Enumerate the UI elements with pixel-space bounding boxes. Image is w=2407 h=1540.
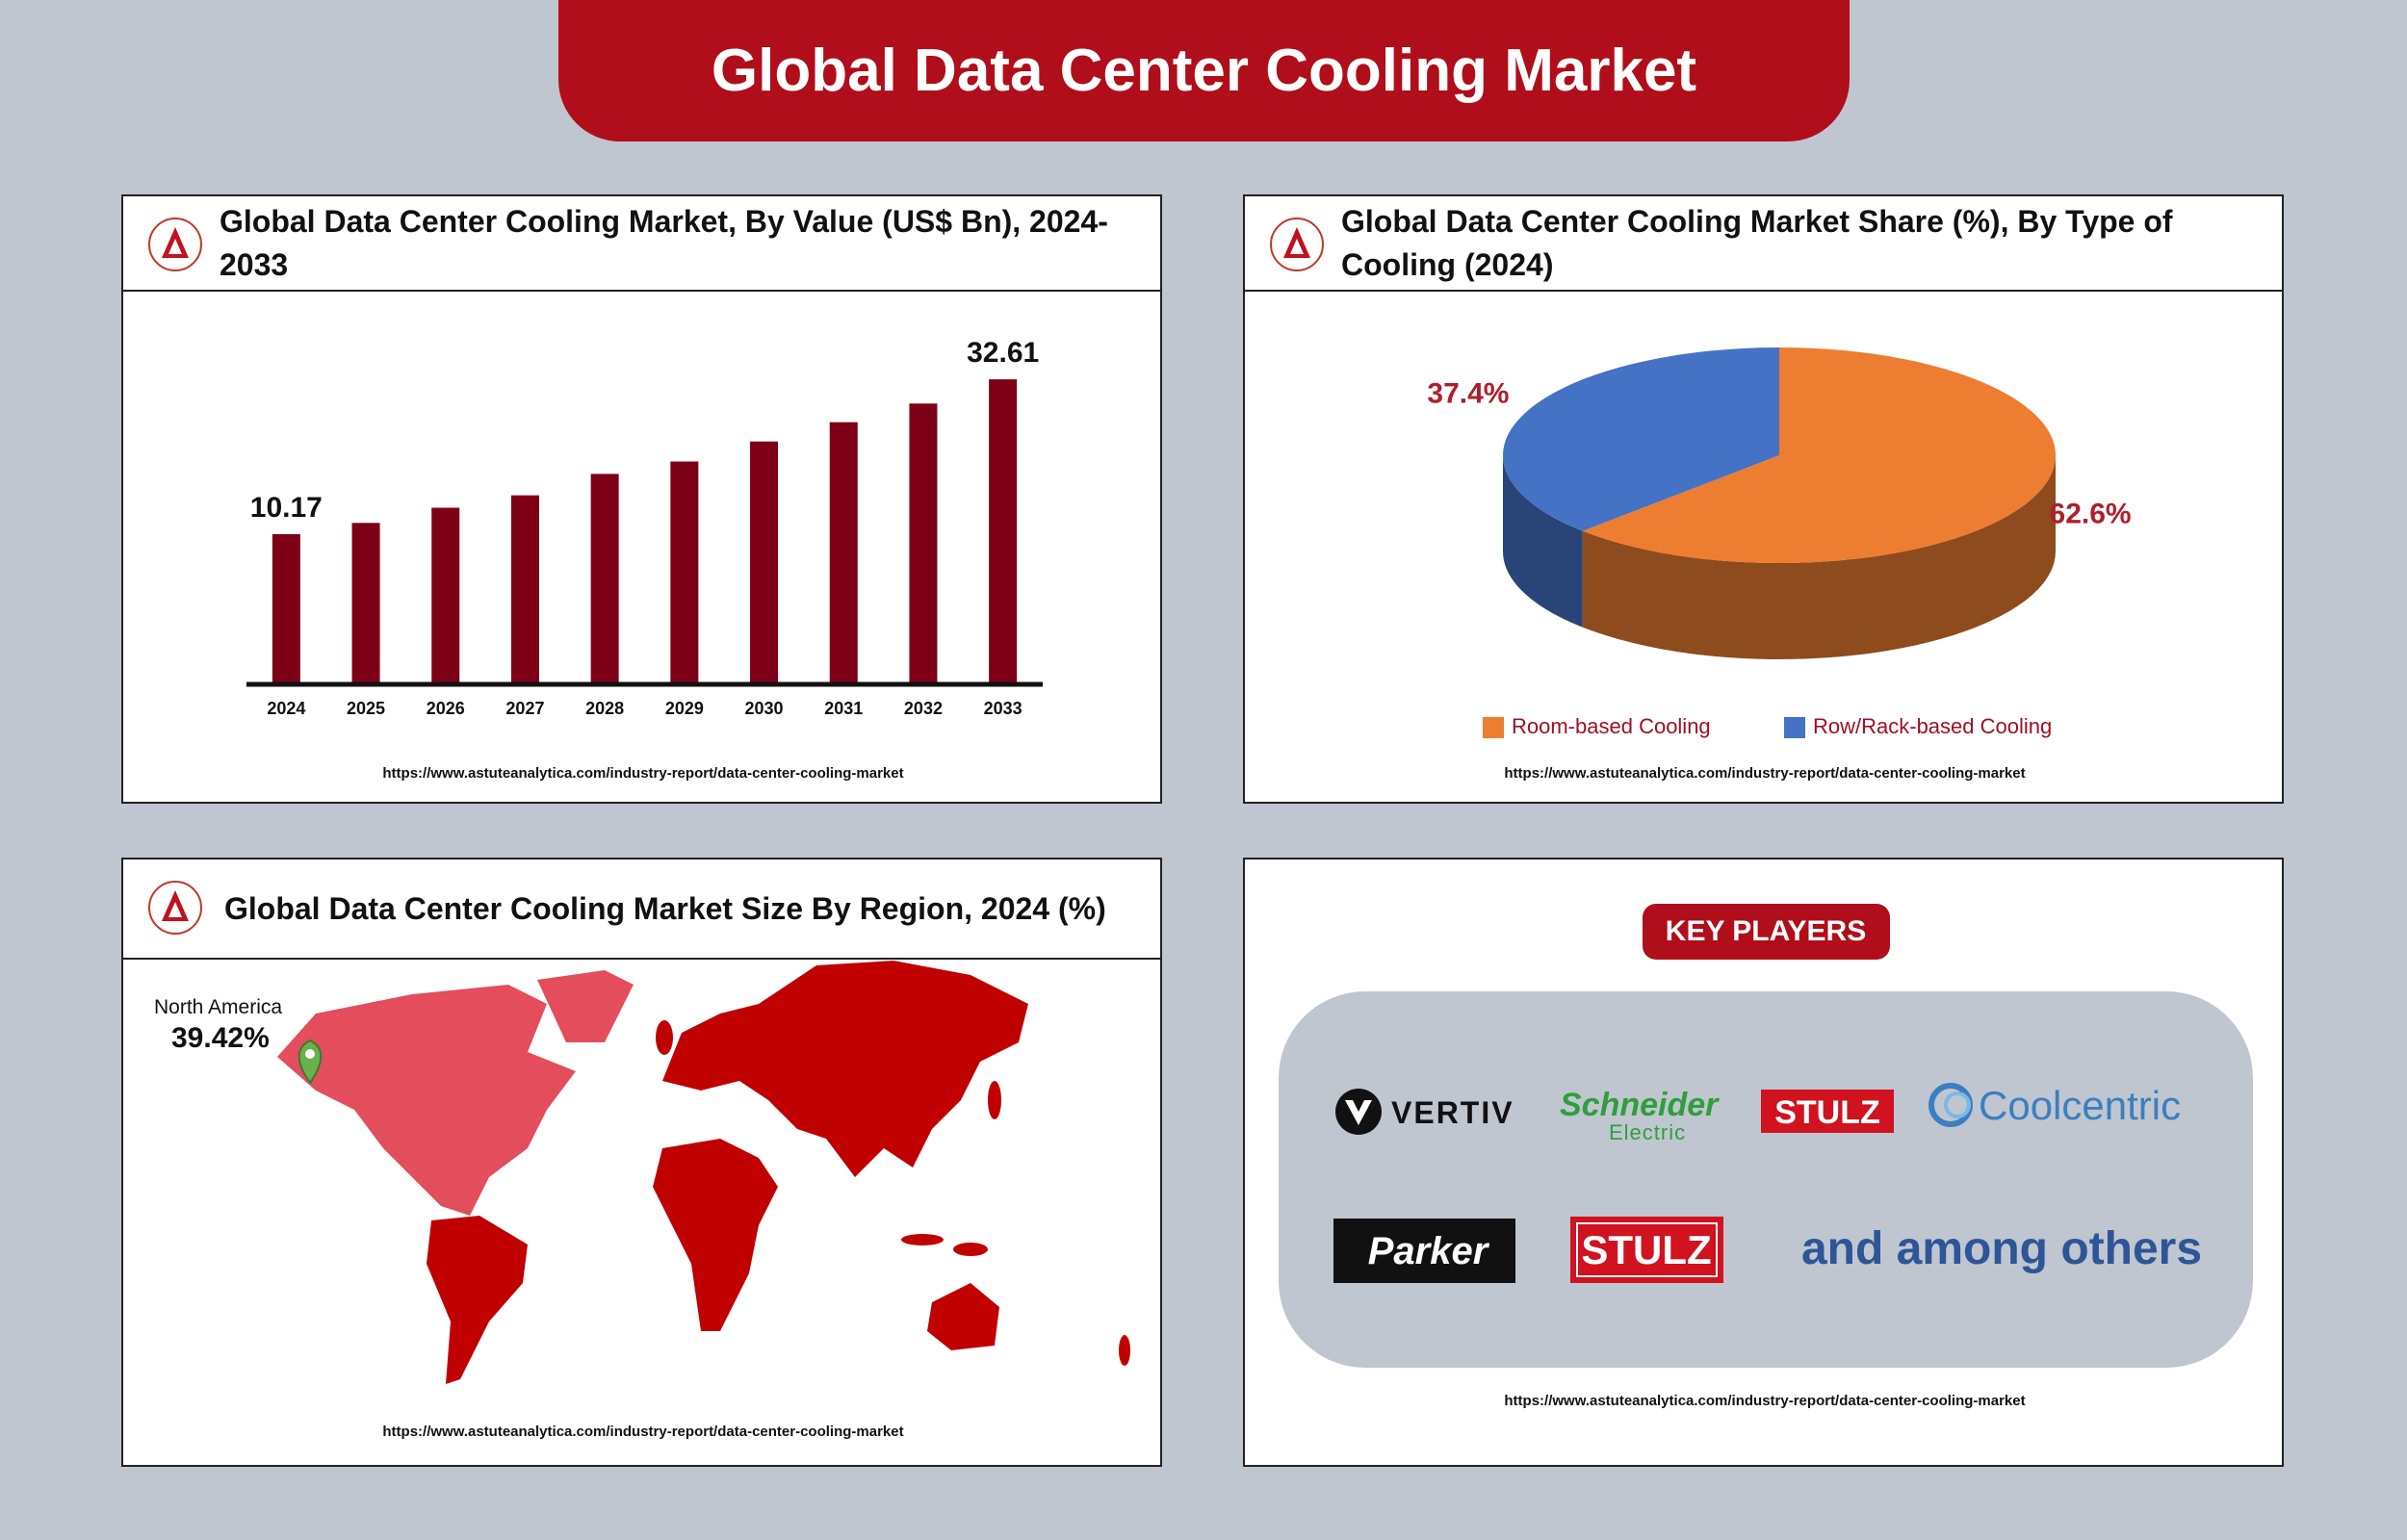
bar xyxy=(670,461,699,684)
x-tick-label: 2024 xyxy=(267,699,305,718)
bar-panel: https://www.astuteanalytica.com/industry… xyxy=(121,194,1162,804)
bar xyxy=(750,441,779,684)
x-tick-label: 2027 xyxy=(505,699,544,718)
greenland xyxy=(537,970,634,1042)
island xyxy=(656,1020,673,1055)
source-url: https://www.astuteanalytica.com/industry… xyxy=(1504,765,2025,782)
company-logo: STULZ xyxy=(1774,1094,1880,1131)
legend-swatch xyxy=(1483,717,1504,738)
company-logo-subtitle: Electric xyxy=(1609,1120,1686,1144)
region-share: 39.42% xyxy=(171,1022,270,1054)
world-map: North America 39.42% https://www.astutea… xyxy=(154,961,1130,1440)
africa xyxy=(653,1139,778,1331)
location-pin-dot xyxy=(305,1049,315,1059)
map-panel: North America 39.42% https://www.astutea… xyxy=(121,858,1162,1467)
badge xyxy=(1643,904,1890,960)
source-url: https://www.astuteanalytica.com/industry… xyxy=(382,1424,903,1440)
page-title: Global Data Center Cooling Market xyxy=(558,0,1850,141)
pie-side xyxy=(1503,455,1583,628)
south-america xyxy=(427,1216,528,1384)
pie-side xyxy=(1582,455,2056,659)
x-tick-label: 2033 xyxy=(984,699,1022,718)
continents xyxy=(427,961,1130,1384)
company-logo: VERTIV xyxy=(1391,1095,1514,1130)
x-tick-label: 2031 xyxy=(824,699,863,718)
x-tick-label: 2029 xyxy=(665,699,704,718)
x-tick-label: 2032 xyxy=(904,699,943,718)
island xyxy=(953,1243,988,1256)
legend-label: Row/Rack-based Cooling xyxy=(1813,714,2052,738)
stulz-box xyxy=(1761,1090,1894,1133)
island xyxy=(988,1081,1001,1119)
location-pin xyxy=(298,1039,323,1085)
bar xyxy=(351,523,380,684)
company-logo: Coolcentric xyxy=(1979,1083,2181,1128)
pie-panel: https://www.astuteanalytica.com/industry… xyxy=(1243,194,2284,804)
x-tick-label: 2030 xyxy=(745,699,784,718)
bar xyxy=(989,379,1018,684)
panel-header: Global Data Center Cooling Market, By Va… xyxy=(123,196,1160,292)
legend-label: Room-based Cooling xyxy=(1512,714,1711,738)
bar xyxy=(510,495,539,684)
badge-text: KEY PLAYERS xyxy=(1666,915,1866,947)
source-url: https://www.astuteanalytica.com/industry… xyxy=(1504,1393,2025,1409)
brand-logo xyxy=(148,881,202,935)
company-logo: Schneider xyxy=(1560,1087,1720,1123)
brand-logo xyxy=(148,218,202,271)
x-tick-label: 2025 xyxy=(347,699,385,718)
bar xyxy=(909,403,938,684)
bar-chart: https://www.astuteanalytica.com/industry… xyxy=(246,337,1043,782)
logo-box xyxy=(1279,991,2253,1368)
data-label: 32.61 xyxy=(967,337,1039,369)
continent xyxy=(277,985,576,1216)
island xyxy=(1119,1335,1130,1366)
panel-title: Global Data Center Cooling Market Share … xyxy=(1341,204,2173,282)
pie-slice xyxy=(1502,347,1779,531)
region-label: North America xyxy=(154,996,282,1018)
brand-logo xyxy=(1270,218,1324,271)
bar xyxy=(829,422,858,684)
bar xyxy=(272,533,300,684)
pie-chart: https://www.astuteanalytica.com/industry… xyxy=(1427,347,2132,782)
data-label: 62.6% xyxy=(2050,499,2132,530)
panel-header: Global Data Center Cooling Market Size B… xyxy=(123,860,1160,960)
key-players-panel: KEY PLAYERS VERTIV Schneider Electric ST… xyxy=(1243,858,2284,1467)
eurasia xyxy=(662,961,1028,1177)
key-players: KEY PLAYERS VERTIV Schneider Electric ST… xyxy=(1279,904,2253,1409)
panel-title: Global Data Center Cooling Market Size B… xyxy=(224,890,1106,926)
legend-swatch xyxy=(1784,717,1805,738)
panel-title: Global Data Center Cooling Market, By Va… xyxy=(220,204,1108,282)
australia xyxy=(927,1283,999,1350)
x-tick-label: 2028 xyxy=(585,699,624,718)
pie-slice xyxy=(1582,347,2056,563)
company-logo: STULZ xyxy=(1581,1227,1711,1272)
north-america xyxy=(277,970,634,1216)
panel-header: Global Data Center Cooling Market Share … xyxy=(1245,196,2282,292)
source-url: https://www.astuteanalytica.com/industry… xyxy=(382,765,903,782)
others-note: and among others xyxy=(1801,1223,2202,1274)
stulz-box xyxy=(1570,1217,1723,1283)
island xyxy=(901,1234,944,1245)
data-label: 37.4% xyxy=(1427,377,1509,409)
company-logo: Parker xyxy=(1368,1230,1490,1272)
x-tick-label: 2026 xyxy=(427,699,465,718)
bar xyxy=(590,474,619,684)
data-label: 10.17 xyxy=(250,492,323,524)
parker-box xyxy=(1333,1219,1515,1283)
bar xyxy=(431,507,460,684)
